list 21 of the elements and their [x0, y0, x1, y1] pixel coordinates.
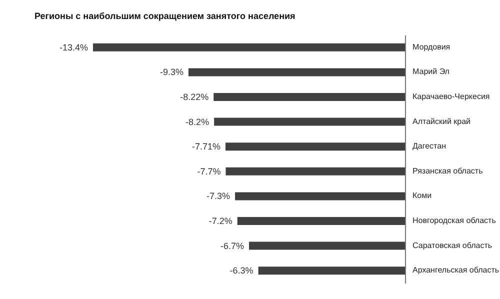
y-tick-label: Алтайский край	[412, 116, 471, 126]
y-tick-label: Рязанская область	[412, 166, 483, 176]
y-tick-label: Архангельская область	[412, 266, 500, 275]
data-label: -7.71%	[192, 142, 220, 152]
y-tick-label: Марий Эл	[412, 67, 450, 76]
y-tick-label: Коми	[412, 191, 432, 200]
data-label: -7.7%	[197, 166, 221, 176]
data-label: -13.4%	[59, 42, 88, 52]
data-label: -8.22%	[180, 92, 209, 102]
chart-title: Регионы с наибольшим сокращением занятого населения	[34, 11, 296, 21]
data-label: -7.2%	[208, 216, 232, 226]
y-tick-label: Саратовская область	[412, 240, 492, 250]
y-tick-label: Новгородская область	[412, 216, 496, 225]
data-label: -7.3%	[206, 191, 230, 202]
data-label: -9.3%	[160, 67, 184, 78]
data-label: -6.7%	[220, 240, 244, 251]
y-tick-label: Мордовия	[412, 42, 450, 52]
data-label: -6.3%	[230, 266, 254, 276]
y-tick-label: Карачаево-Черкесия	[412, 92, 490, 101]
y-tick-label: Дагестан	[412, 142, 446, 151]
data-label: -8.2%	[186, 116, 210, 127]
